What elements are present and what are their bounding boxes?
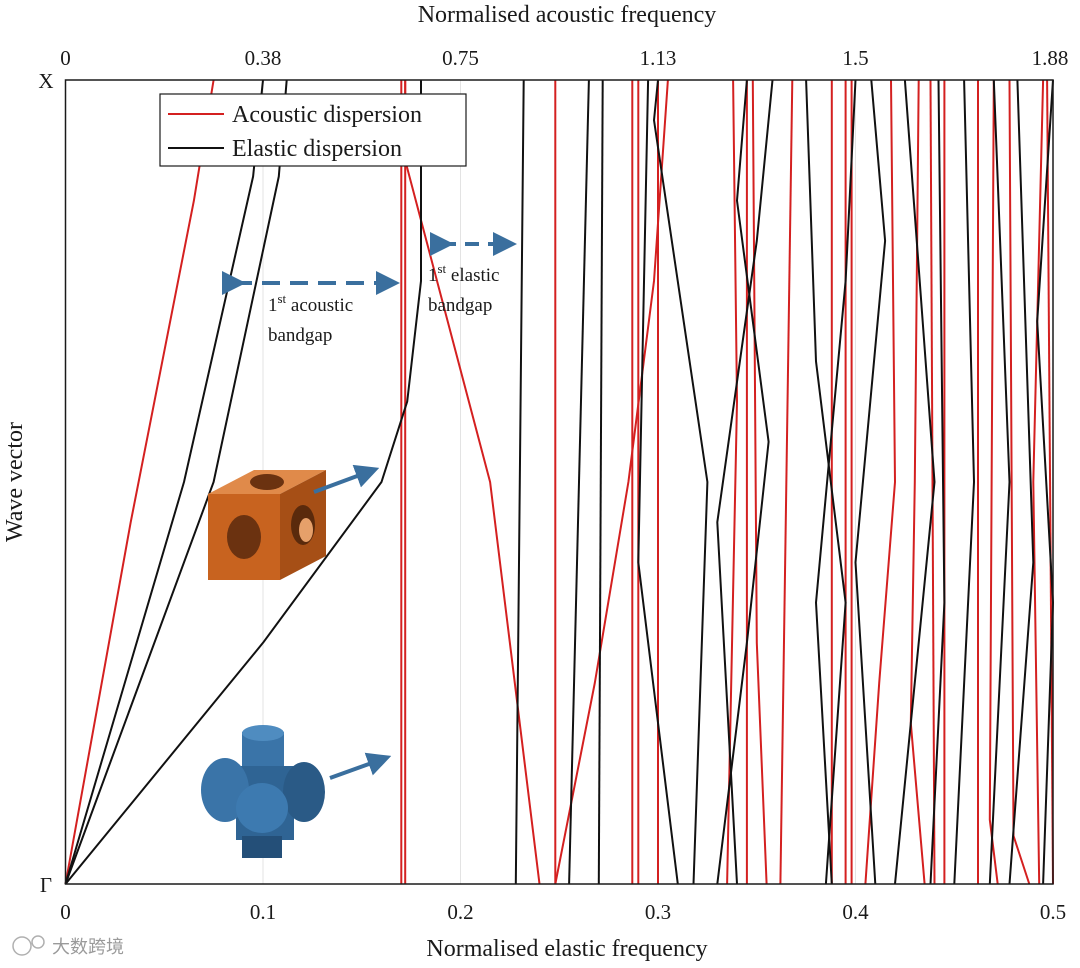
acoustic-dispersion-branch-24 — [1046, 79, 1054, 885]
acoustic-dispersion-branch-16 — [864, 79, 896, 885]
legend-label-acoustic: Acoustic dispersion — [232, 102, 422, 128]
plot-frame — [64, 79, 1054, 885]
x2-tick-label: 1.5 — [842, 46, 868, 70]
x2-tick-label: 0.75 — [442, 46, 479, 70]
acoustic-dispersion-branch-18 — [929, 79, 936, 885]
elastic-unit-cell-illustration — [201, 725, 392, 858]
acoustic-dispersion-branch-17 — [909, 79, 926, 885]
elastic-dispersion-branch-6 — [637, 79, 679, 885]
x2-tick-label: 0.38 — [245, 46, 282, 70]
elastic-bandgap-annotation: 1st elastic bandgap — [428, 232, 517, 316]
acoustic-dispersion-branch-11 — [751, 79, 768, 885]
elastic-dispersion-branch-4 — [568, 79, 590, 885]
cross-right-lobe — [283, 762, 325, 822]
cross-pointer-arrow — [329, 752, 392, 780]
acoustic-bandgap-label: 1st acoustic — [268, 291, 353, 316]
legend: Acoustic dispersion Elastic dispersion — [159, 93, 467, 167]
acoustic-dispersion-branch-0 — [64, 79, 215, 885]
watermark-text: 大数跨境 — [52, 937, 124, 958]
elastic-dispersion-branch-5 — [597, 79, 604, 885]
elastic-dispersion-branch-8 — [716, 79, 770, 885]
y-axis-title: Wave vector — [2, 422, 28, 542]
legend-label-elastic: Elastic dispersion — [232, 136, 402, 162]
grid — [262, 80, 856, 884]
elastic-dispersion-branch-16 — [988, 79, 1011, 885]
elastic-bandgap-label: 1st elastic — [428, 261, 499, 286]
elastic-dispersion-branch-13 — [894, 79, 936, 885]
elastic-bandgap-label-line2: bandgap — [428, 295, 492, 316]
acoustic-unit-cell-illustration — [208, 464, 380, 580]
elastic-dispersion-branch-11 — [815, 79, 857, 885]
elastic-dispersion-branch-10 — [805, 79, 847, 885]
acoustic-bandgap-label-line2: bandgap — [268, 325, 332, 346]
x-tick-label: 0.5 — [1040, 900, 1066, 924]
bottom-axis: 0 0.1 0.2 0.3 0.4 0.5 — [60, 900, 1066, 924]
x2-tick-label: 1.88 — [1032, 46, 1069, 70]
acoustic-dispersion-branch-12 — [779, 79, 794, 885]
acoustic-dispersion-branch-21 — [988, 79, 999, 885]
acoustic-dispersion-branch-9 — [726, 79, 738, 885]
acoustic-dispersion-branch-23 — [1032, 79, 1045, 885]
y-tick-label-gamma: Γ — [40, 873, 52, 897]
cross-bottom-cylinder — [242, 836, 282, 858]
elastic-dispersion-branch-18 — [1036, 79, 1054, 885]
cube-pointer-arrow — [313, 464, 380, 494]
watermark-logo-icon-dot — [31, 935, 45, 949]
x2-tick-label: 0 — [60, 46, 71, 70]
x-axis-title: Normalised elastic frequency — [426, 936, 707, 962]
x-tick-label: 0.3 — [645, 900, 671, 924]
series-layer — [64, 79, 1054, 885]
elastic-dispersion-branch-12 — [854, 79, 887, 885]
y-tick-label-x: X — [38, 69, 53, 93]
elastic-dispersion-branch-15 — [953, 79, 975, 885]
elastic-dispersion-branch-14 — [929, 79, 946, 885]
elastic-dispersion-branch-17 — [1008, 79, 1035, 885]
watermark: 大数跨境 — [12, 935, 124, 958]
top-axis: 0 0.38 0.75 1.13 1.5 1.88 — [60, 46, 1068, 70]
cross-front-lobe — [236, 783, 288, 833]
x2-tick-label: 1.13 — [640, 46, 677, 70]
x-tick-label: 0.1 — [250, 900, 276, 924]
cube-front-hole — [227, 515, 261, 559]
watermark-logo-icon — [12, 936, 32, 956]
legend-box — [159, 93, 467, 167]
x-tick-label: 0.4 — [842, 900, 869, 924]
acoustic-bandgap-annotation: 1st acoustic bandgap — [222, 271, 400, 346]
x-tick-label: 0 — [60, 900, 71, 924]
elastic-dispersion-branch-3 — [514, 79, 525, 885]
cube-top-hole — [250, 474, 284, 490]
cube-side-hole-light — [299, 518, 313, 542]
x-tick-label: 0.2 — [447, 900, 473, 924]
elastic-dispersion-branch-7 — [653, 79, 709, 885]
cross-top-cap — [242, 725, 284, 741]
x2-axis-title: Normalised acoustic frequency — [418, 2, 717, 28]
elastic-dispersion-branch-9 — [716, 79, 774, 885]
elastic-dispersion-branch-2 — [64, 80, 422, 885]
